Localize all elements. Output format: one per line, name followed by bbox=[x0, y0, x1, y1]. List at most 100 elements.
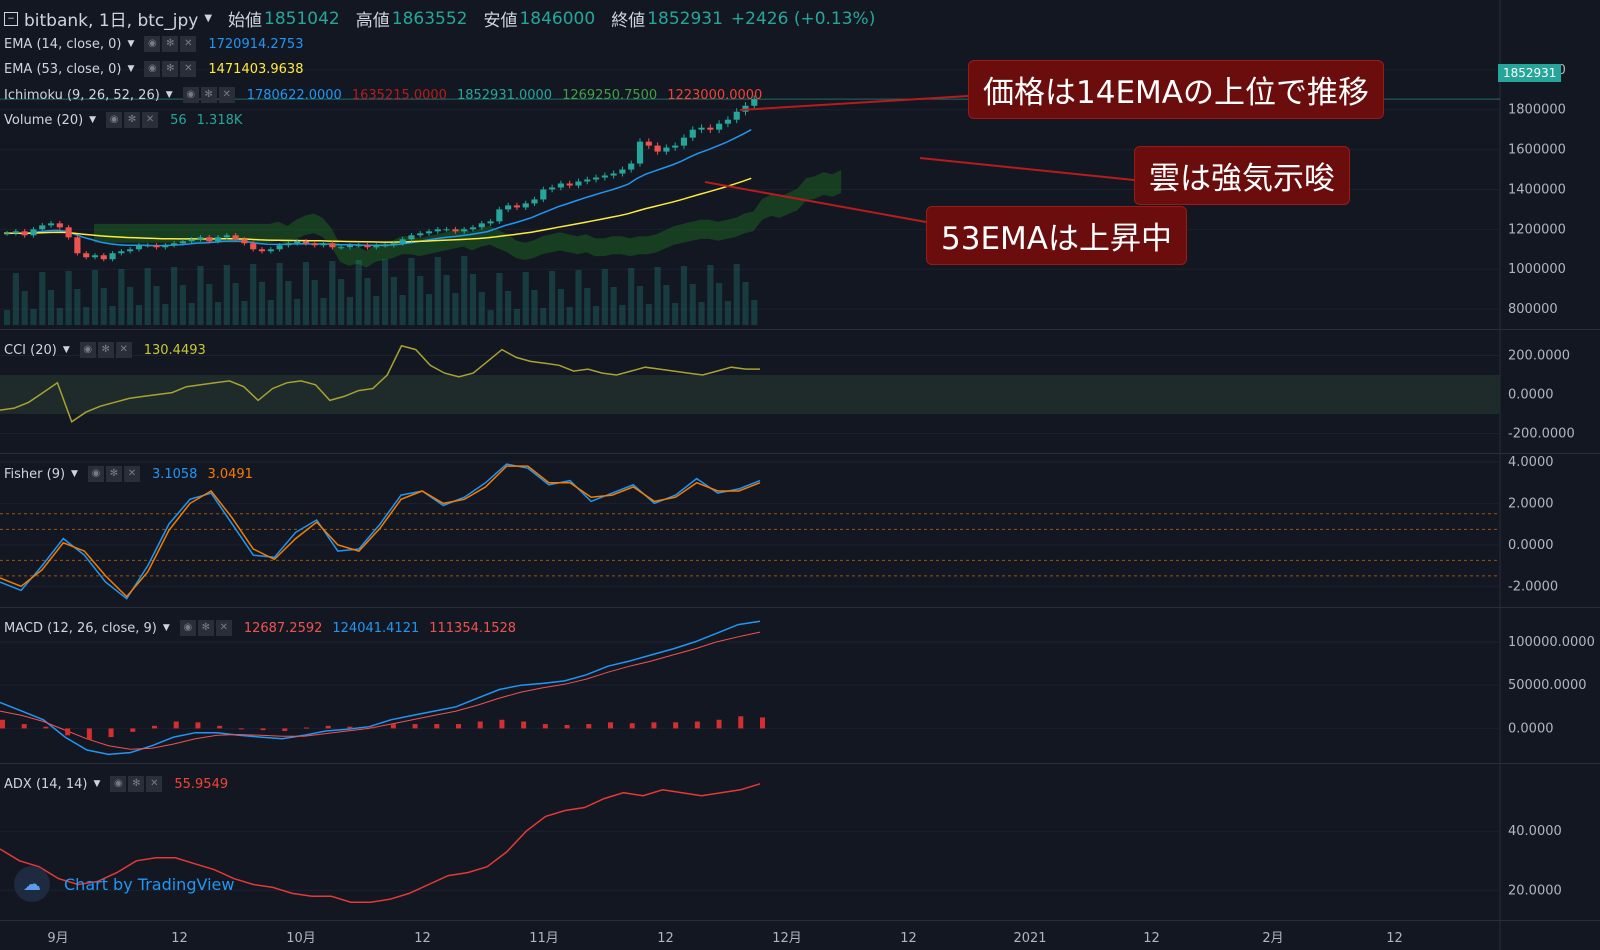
macd-histogram-bar bbox=[260, 728, 266, 731]
eye-icon[interactable]: ◉ bbox=[87, 466, 104, 482]
gear-icon[interactable]: ✻ bbox=[128, 776, 145, 792]
macd-histogram-bar bbox=[325, 725, 331, 729]
volume-bar bbox=[4, 310, 11, 325]
candle-body bbox=[206, 237, 213, 242]
macd-hist-value: 12687.2592 bbox=[243, 620, 323, 636]
gear-icon[interactable]: ✻ bbox=[197, 620, 214, 636]
cci-axis-tick-label: 200.0000 bbox=[1508, 349, 1570, 364]
cci-band bbox=[0, 375, 1500, 414]
adx-title[interactable]: ADX (14, 14) bbox=[4, 776, 88, 792]
fisher-title[interactable]: Fisher (9) bbox=[4, 466, 66, 482]
candle-body bbox=[4, 233, 11, 235]
chevron-down-icon[interactable]: ▼ bbox=[127, 64, 135, 74]
ema53-title[interactable]: EMA (53, close, 0) bbox=[4, 61, 122, 77]
close-icon[interactable]: ✕ bbox=[115, 342, 132, 358]
pane-divider bbox=[0, 763, 1600, 764]
volume-bar bbox=[214, 302, 222, 325]
close-icon[interactable]: ✕ bbox=[218, 87, 235, 103]
symbol-title[interactable]: bitbank, 1日, btc_jpy bbox=[24, 11, 199, 31]
eye-icon[interactable]: ◉ bbox=[182, 87, 199, 103]
chevron-down-icon[interactable]: ▼ bbox=[93, 779, 101, 789]
volume-bar bbox=[285, 281, 292, 325]
cci-title[interactable]: CCI (20) bbox=[4, 342, 57, 358]
gear-icon[interactable]: ✻ bbox=[162, 61, 179, 77]
tradingview-watermark[interactable]: ☁ Chart by TradingView bbox=[14, 866, 234, 902]
gear-icon[interactable]: ✻ bbox=[105, 466, 122, 482]
close-icon[interactable]: ✕ bbox=[180, 61, 197, 77]
close-icon[interactable]: ✕ bbox=[123, 466, 140, 482]
ema53-header: EMA (53, close, 0) ▼ ◉ ✻ ✕ 1471403.9638 bbox=[4, 59, 303, 79]
chevron-down-icon[interactable]: ▼ bbox=[162, 623, 170, 633]
volume-bar bbox=[680, 266, 688, 325]
candle-body bbox=[549, 187, 556, 190]
close-icon[interactable]: ✕ bbox=[146, 776, 163, 792]
macd-histogram-bar bbox=[369, 726, 375, 729]
candle-body bbox=[531, 199, 538, 204]
close-icon[interactable]: ✕ bbox=[142, 112, 159, 128]
volume-header: Volume (20) ▼ ◉ ✻ ✕ 56 1.318K bbox=[4, 110, 242, 130]
price-axis-tick-label: 1200000 bbox=[1508, 222, 1566, 237]
chevron-down-icon[interactable]: ▼ bbox=[89, 115, 97, 125]
close-icon[interactable]: ✕ bbox=[180, 36, 197, 52]
volume-bar bbox=[724, 301, 731, 325]
close-icon[interactable]: ✕ bbox=[215, 620, 232, 636]
chevron-down-icon[interactable]: ▼ bbox=[165, 90, 173, 100]
chevron-down-icon[interactable]: ▼ bbox=[204, 13, 213, 24]
candle-body bbox=[408, 235, 415, 240]
volume-bar bbox=[390, 277, 397, 325]
fisher-series-line bbox=[0, 465, 761, 598]
pane-divider bbox=[0, 453, 1600, 454]
eye-icon[interactable]: ◉ bbox=[110, 776, 127, 792]
volume-bar bbox=[610, 287, 617, 325]
annotation-price-above-ema14[interactable]: 価格は14EMAの上位で推移 bbox=[968, 60, 1384, 119]
annotation-pointer bbox=[739, 95, 969, 111]
macd-histogram-bar bbox=[412, 724, 418, 729]
candle-body bbox=[601, 175, 608, 178]
volume-bar bbox=[601, 269, 608, 325]
candle-body bbox=[118, 251, 125, 254]
adx-axis-tick-label: 20.0000 bbox=[1508, 883, 1562, 898]
gear-icon[interactable]: ✻ bbox=[162, 36, 179, 52]
volume-bar bbox=[232, 283, 239, 325]
ichimoku-title[interactable]: Ichimoku (9, 26, 52, 26) bbox=[4, 87, 160, 103]
annotation-ema53-rising[interactable]: 53EMAは上昇中 bbox=[926, 206, 1187, 265]
candle-body bbox=[390, 243, 397, 246]
macd-histogram-bar bbox=[760, 717, 765, 729]
volume-bar bbox=[241, 301, 248, 325]
volume-bar bbox=[65, 271, 72, 325]
eye-icon[interactable]: ◉ bbox=[144, 61, 161, 77]
chevron-down-icon[interactable]: ▼ bbox=[71, 469, 78, 479]
gear-icon[interactable]: ✻ bbox=[97, 342, 114, 358]
gear-icon[interactable]: ✻ bbox=[200, 87, 217, 103]
eye-icon[interactable]: ◉ bbox=[106, 112, 123, 128]
gear-icon[interactable]: ✻ bbox=[124, 112, 141, 128]
tradingview-logo-icon: ☁ bbox=[14, 866, 50, 902]
candle-body bbox=[276, 245, 283, 250]
symbol-header: − bitbank, 1日, btc_jpy ▼ 始値 1851042 高値 1… bbox=[4, 6, 875, 31]
watermark-text: Chart by TradingView bbox=[64, 874, 235, 894]
candle-body bbox=[364, 245, 371, 248]
macd-histogram-bar bbox=[0, 719, 5, 729]
macd-histogram-bar bbox=[390, 724, 396, 729]
macd-histogram-bar bbox=[694, 721, 700, 729]
fisher-header: Fisher (9) ▼ ◉ ✻ ✕ 3.1058 3.0491 bbox=[4, 464, 253, 484]
annotation-bullish-cloud[interactable]: 雲は強気示唆 bbox=[1134, 146, 1350, 205]
volume-bar bbox=[478, 292, 485, 325]
chevron-down-icon[interactable]: ▼ bbox=[127, 39, 135, 49]
ema53-line bbox=[3, 177, 752, 243]
volume-bar bbox=[179, 285, 186, 325]
candle-body bbox=[302, 241, 310, 244]
macd-histogram-bar bbox=[673, 722, 679, 729]
volume-title[interactable]: Volume (20) bbox=[4, 112, 84, 128]
chevron-down-icon[interactable]: ▼ bbox=[62, 345, 70, 355]
eye-icon[interactable]: ◉ bbox=[144, 36, 161, 52]
pane-divider bbox=[0, 607, 1600, 608]
volume-bar bbox=[689, 284, 696, 325]
eye-icon[interactable]: ◉ bbox=[179, 620, 196, 636]
volume-bar bbox=[267, 300, 274, 325]
collapse-icon[interactable]: − bbox=[4, 11, 18, 26]
ema14-title[interactable]: EMA (14, close, 0) bbox=[4, 36, 122, 52]
macd-title[interactable]: MACD (12, 26, close, 9) bbox=[4, 620, 157, 636]
eye-icon[interactable]: ◉ bbox=[79, 342, 96, 358]
candle-body bbox=[355, 245, 362, 247]
